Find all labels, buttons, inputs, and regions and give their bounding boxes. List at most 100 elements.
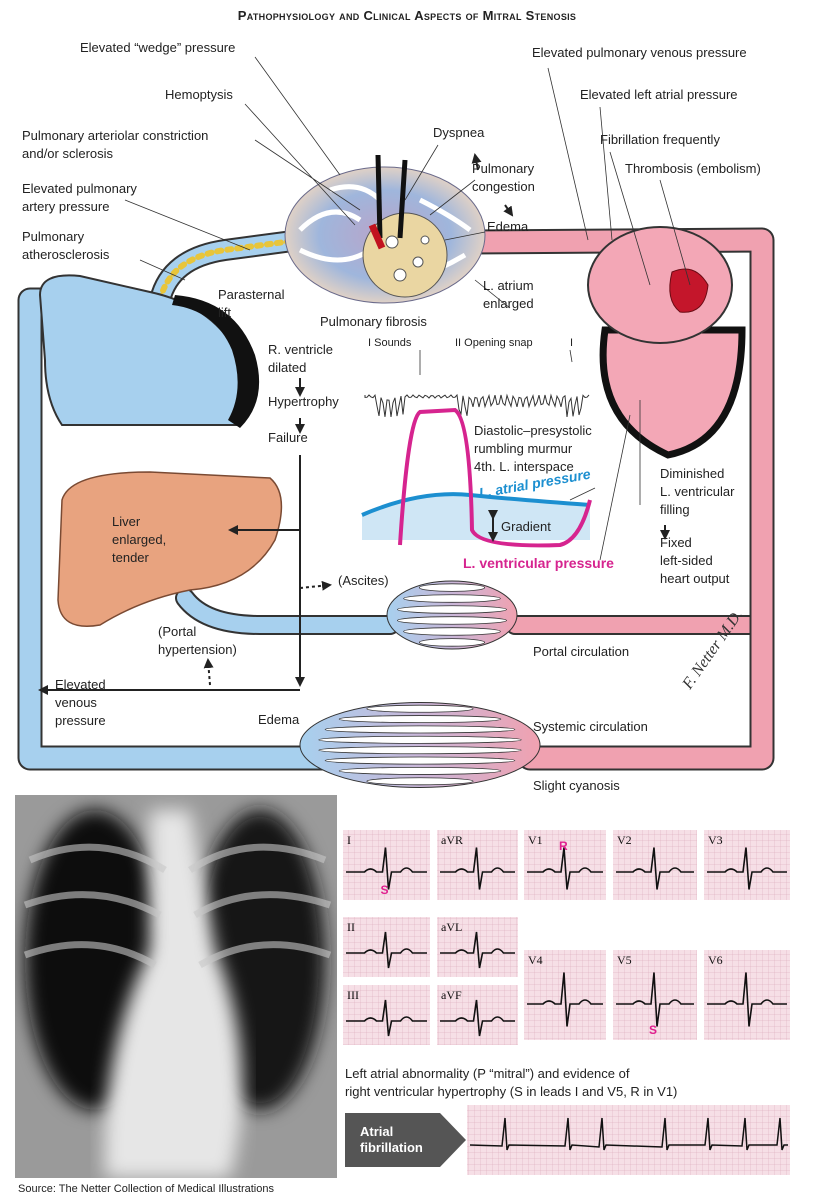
- label: enlarged,: [112, 532, 166, 547]
- ecg-trace: [707, 847, 787, 890]
- label: filling: [660, 502, 690, 517]
- label: dilated: [268, 360, 306, 375]
- capillary: [324, 756, 516, 765]
- label: atherosclerosis: [22, 247, 110, 262]
- label: Parasternal: [218, 287, 285, 302]
- label: Fibrillation frequently: [600, 132, 720, 147]
- ecg-marker: S: [649, 1023, 657, 1037]
- label: and/or sclerosis: [22, 146, 114, 161]
- label: Portal circulation: [533, 644, 629, 659]
- label: Hypertrophy: [268, 394, 339, 409]
- ecg-marker: R: [559, 839, 568, 853]
- label: Hemoptysis: [165, 87, 233, 102]
- ecg-caption: right ventricular hypertrophy (S in lead…: [345, 1084, 677, 1099]
- capillary: [318, 746, 522, 755]
- capillary: [418, 583, 486, 592]
- capillary: [403, 594, 501, 603]
- label: left-sided: [660, 553, 713, 568]
- label: I: [570, 337, 573, 349]
- label: rumbling murmur: [474, 441, 573, 456]
- ecg-trace: [527, 972, 603, 1027]
- capillary: [366, 777, 474, 786]
- ecg-lead-label: V5: [617, 953, 632, 967]
- label: pressure: [55, 713, 106, 728]
- label: Failure: [268, 430, 308, 445]
- ecg-trace: [616, 972, 694, 1027]
- label: Slight cyanosis: [533, 778, 620, 793]
- label: Gradient: [501, 519, 551, 534]
- label: L. ventricular: [660, 484, 735, 499]
- ecg-lead-label: II: [347, 920, 355, 934]
- label: Edema: [487, 219, 529, 234]
- label: Pulmonary: [472, 161, 535, 176]
- rhythm-trace: [469, 1117, 788, 1151]
- capillary: [318, 735, 522, 744]
- rhythm-strip: [467, 1105, 790, 1175]
- ecg-trace: [346, 999, 427, 1037]
- label: L. ventricular pressure: [463, 555, 614, 571]
- label: Elevated: [55, 677, 106, 692]
- right-heart: [38, 274, 260, 428]
- label: hypertension): [158, 642, 237, 657]
- phonocardiogram: [361, 393, 592, 548]
- bed: [299, 702, 541, 788]
- rhythm-label: Atrial: [360, 1124, 393, 1139]
- rhythm-label: fibrillation: [360, 1140, 423, 1155]
- label: artery pressure: [22, 199, 109, 214]
- label: tender: [112, 550, 150, 565]
- ecg-lead-label: III: [347, 988, 359, 1002]
- capillary-beds: [299, 580, 541, 788]
- ecg-trace: [616, 847, 694, 890]
- ecg-trace: [440, 931, 515, 969]
- label: Fixed: [660, 535, 692, 550]
- capillary: [338, 715, 502, 724]
- label: Systemic circulation: [533, 719, 648, 734]
- label: congestion: [472, 179, 535, 194]
- ecg-lead-label: V1: [528, 833, 543, 847]
- ecg-lead-label: aVL: [441, 920, 462, 934]
- label: heart output: [660, 571, 730, 586]
- label: Pulmonary: [22, 229, 85, 244]
- capillary: [418, 638, 486, 647]
- liver: [57, 471, 283, 627]
- source: Source: The Netter Collection of Medical…: [18, 1183, 274, 1195]
- label: Thrombosis (embolism): [625, 161, 761, 176]
- label: R. ventricle: [268, 342, 333, 357]
- label: (Portal: [158, 624, 196, 639]
- ecg-lead-label: I: [347, 833, 351, 847]
- ecg-trace: [346, 847, 427, 890]
- ecg-trace: [440, 847, 515, 890]
- left-heart: [587, 226, 746, 459]
- label: Elevated left atrial pressure: [580, 87, 738, 102]
- label: Edema: [258, 712, 300, 727]
- label: L. atrium: [483, 278, 534, 293]
- capillary: [366, 704, 474, 713]
- capillary: [397, 616, 507, 625]
- label: Elevated pulmonary venous pressure: [532, 45, 747, 60]
- capillary: [324, 725, 516, 734]
- label: Diminished: [660, 466, 724, 481]
- ecg-marker: S: [381, 883, 389, 897]
- ecg-lead-label: V3: [708, 833, 723, 847]
- ecg-trace: [440, 999, 515, 1037]
- label: Liver: [112, 514, 141, 529]
- capillary: [397, 605, 507, 614]
- label: II Opening snap: [455, 337, 533, 349]
- lungs: [284, 154, 486, 304]
- label: Elevated pulmonary: [22, 181, 137, 196]
- label: enlarged: [483, 296, 534, 311]
- label: Diastolic–presystolic: [474, 423, 592, 438]
- ecg-lead-label: aVF: [441, 988, 462, 1002]
- arrows: [38, 56, 691, 695]
- label: lift: [218, 305, 231, 320]
- ecg-lead-label: aVR: [441, 833, 463, 847]
- ecg-lead-label: V6: [708, 953, 723, 967]
- capillary: [338, 766, 502, 775]
- ecg-trace: [527, 847, 603, 890]
- rhythm-arrow: [345, 1113, 466, 1167]
- capillary: [403, 627, 501, 636]
- ecg-caption: Left atrial abnormality (P “mitral”) and…: [345, 1066, 630, 1081]
- label: (Ascites): [338, 573, 389, 588]
